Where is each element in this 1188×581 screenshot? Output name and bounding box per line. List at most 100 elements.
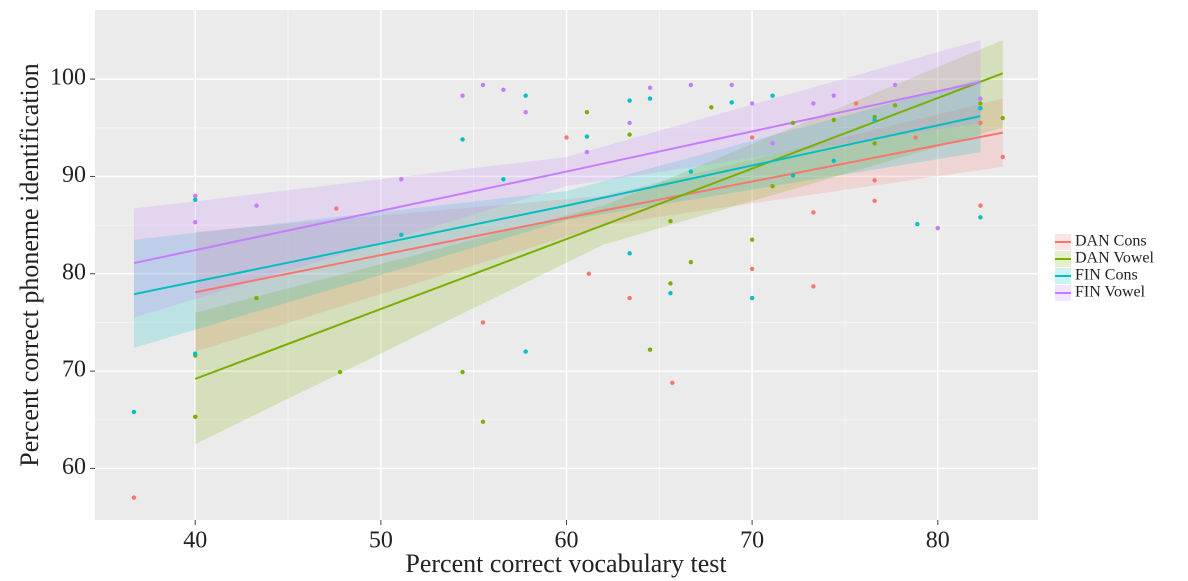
point [853,101,859,106]
point [627,251,632,256]
point [523,93,528,98]
point [978,203,983,208]
confidence-band [195,40,1003,445]
point [460,93,465,98]
point [688,82,694,88]
point [254,203,259,208]
point [627,132,632,137]
point [627,120,632,126]
point [790,120,796,126]
point [668,219,673,224]
point [770,93,775,98]
point [501,87,506,93]
y-tick-label: 70 [62,357,86,383]
point [131,495,137,500]
point [501,177,506,182]
point [460,369,465,375]
confidence-band [133,79,981,348]
point [749,237,755,242]
y-tick-label: 100 [50,65,86,91]
point [193,193,198,199]
confidence-band [133,40,981,318]
point [399,177,404,182]
point [749,295,755,301]
x-tick-label: 40 [183,528,207,554]
point [770,141,775,146]
point [770,183,775,189]
point [872,141,877,146]
point [480,320,486,325]
point [523,349,528,354]
legend-label: FIN Cons [1075,267,1138,284]
point [831,158,837,164]
x-tick-label: 60 [555,528,579,554]
point [647,85,653,91]
point [688,259,694,265]
y-axis-label: Percent correct phoneme identification [15,63,44,467]
point [749,101,755,106]
point [647,347,653,352]
point [978,215,983,220]
point [978,120,983,126]
fit-line [194,72,1004,380]
point [935,225,940,231]
point [668,281,673,286]
point [480,82,486,88]
point [709,105,714,110]
point [586,271,591,276]
fit-line [195,131,1003,294]
point [811,210,816,215]
point [334,206,339,211]
point [627,295,632,301]
x-tick-label: 80 [926,528,950,554]
point [892,103,898,108]
point [131,409,137,415]
point [254,295,259,301]
fit-line [133,81,981,265]
point [831,93,837,98]
point [872,198,877,203]
point [399,232,404,238]
point [193,351,198,356]
point [564,135,569,140]
x-tick-label: 70 [740,528,764,554]
point [668,291,673,296]
point [915,221,920,227]
point [749,135,755,140]
y-tick-label: 90 [62,162,86,188]
legend-label: FIN Vowel [1075,284,1146,301]
point [872,117,877,123]
fit-line [133,115,981,296]
point [523,109,528,115]
point [811,284,816,289]
legend-label: DAN Cons [1075,233,1147,250]
point [749,266,755,272]
point [978,101,983,106]
point [193,197,198,202]
point [337,369,343,375]
point [729,100,734,105]
point [627,98,632,103]
y-tick-label: 60 [62,454,86,480]
point [670,380,675,385]
point [1000,154,1005,160]
point [872,178,877,183]
point [460,137,465,142]
y-tick-label: 80 [62,259,86,285]
point [584,134,590,139]
point [729,82,734,88]
point [584,109,590,115]
point [647,96,653,101]
point [978,106,983,111]
point [584,149,590,155]
point [688,169,694,174]
point [978,96,983,101]
point [193,414,198,420]
point [831,117,837,123]
point [1000,115,1005,121]
legend-label: DAN Vowel [1075,250,1155,267]
point [193,219,198,225]
point [913,135,918,140]
point [790,173,796,178]
